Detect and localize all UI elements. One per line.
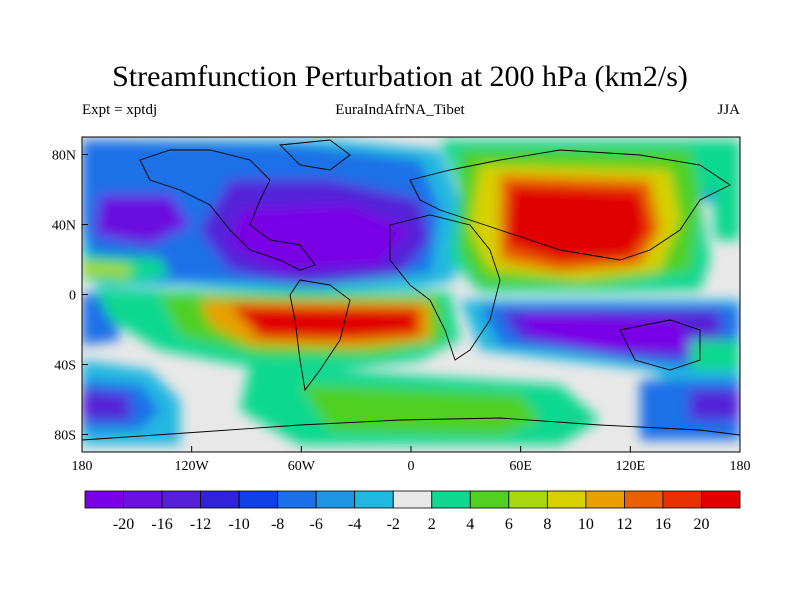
colorbar-label: 12 — [616, 516, 632, 533]
colorbar-swatch — [624, 490, 664, 509]
season-label: JJA — [717, 102, 740, 118]
lat-tick-label: 40N — [52, 219, 76, 234]
experiment-label: Expt = xptdj — [82, 102, 158, 118]
colorbar-label: 20 — [693, 516, 709, 533]
latitude-axis: 80N 40N 0 40S 80S — [52, 149, 88, 444]
chart-title: Streamfunction Perturbation at 200 hPa (… — [112, 60, 688, 93]
colorbar: -20 -16 -12 -10 -8 -6 -4 -2 2 4 6 8 10 12 16 20 — [84, 490, 741, 533]
lat-tick-label: 80S — [54, 429, 76, 444]
colorbar-swatch — [585, 490, 625, 509]
colorbar-label: 4 — [466, 516, 474, 533]
south-america-outline — [289, 279, 351, 392]
eurasia-outline — [409, 149, 731, 261]
colorbar-swatch — [546, 490, 587, 509]
lon-tick-label: 180 — [730, 459, 751, 474]
colorbar-label: 16 — [655, 516, 671, 533]
colorbar-label: 2 — [428, 516, 436, 533]
africa-outline — [389, 214, 501, 361]
colorbar-swatch — [508, 490, 548, 509]
colorbar-swatch — [431, 490, 471, 509]
longitude-axis: 180 120W 60W 0 60E 120E 180 — [72, 446, 751, 474]
lat-tick-label: 40S — [54, 359, 76, 374]
colorbar-label: -16 — [151, 516, 172, 533]
lon-tick-label: 60E — [509, 459, 532, 474]
colorbar-swatch — [469, 490, 510, 509]
colorbar-swatch — [662, 490, 702, 509]
colorbar-label: -12 — [190, 516, 211, 533]
colorbar-label: 6 — [505, 516, 513, 533]
lat-tick-label: 80N — [52, 149, 76, 164]
colorbar-swatch — [701, 490, 741, 509]
coastlines — [82, 139, 740, 441]
colorbar-label: -4 — [348, 516, 361, 533]
lat-tick-label: 0 — [69, 289, 76, 304]
colorbar-label: 8 — [543, 516, 551, 533]
colorbar-swatch — [392, 490, 433, 509]
greenland-outline — [279, 139, 351, 171]
australia-outline — [619, 319, 701, 371]
lon-tick-label: 60W — [288, 459, 316, 474]
colorbar-label: -2 — [387, 516, 400, 533]
lon-tick-label: 120W — [175, 459, 210, 474]
north-america-outline — [139, 149, 316, 271]
contour-field — [82, 137, 740, 452]
colorbar-label: -10 — [228, 516, 249, 533]
colorbar-swatch — [354, 490, 394, 509]
colorbar-label: -20 — [113, 516, 134, 533]
colorbar-swatch — [84, 490, 124, 509]
lon-tick-label: 180 — [72, 459, 93, 474]
colorbar-swatch — [315, 490, 356, 509]
region-label: EuraIndAfrNA_Tibet — [335, 102, 465, 118]
colorbar-label: 10 — [578, 516, 594, 533]
antarctica-outline — [82, 417, 740, 441]
colorbar-label: -8 — [271, 516, 284, 533]
lon-tick-label: 0 — [408, 459, 415, 474]
lon-tick-label: 120E — [616, 459, 646, 474]
colorbar-swatch — [123, 490, 163, 509]
colorbar-swatch — [277, 490, 317, 509]
colorbar-swatch — [238, 490, 279, 509]
colorbar-swatch — [161, 490, 201, 509]
colorbar-swatch — [200, 490, 240, 509]
colorbar-label: -6 — [310, 516, 323, 533]
